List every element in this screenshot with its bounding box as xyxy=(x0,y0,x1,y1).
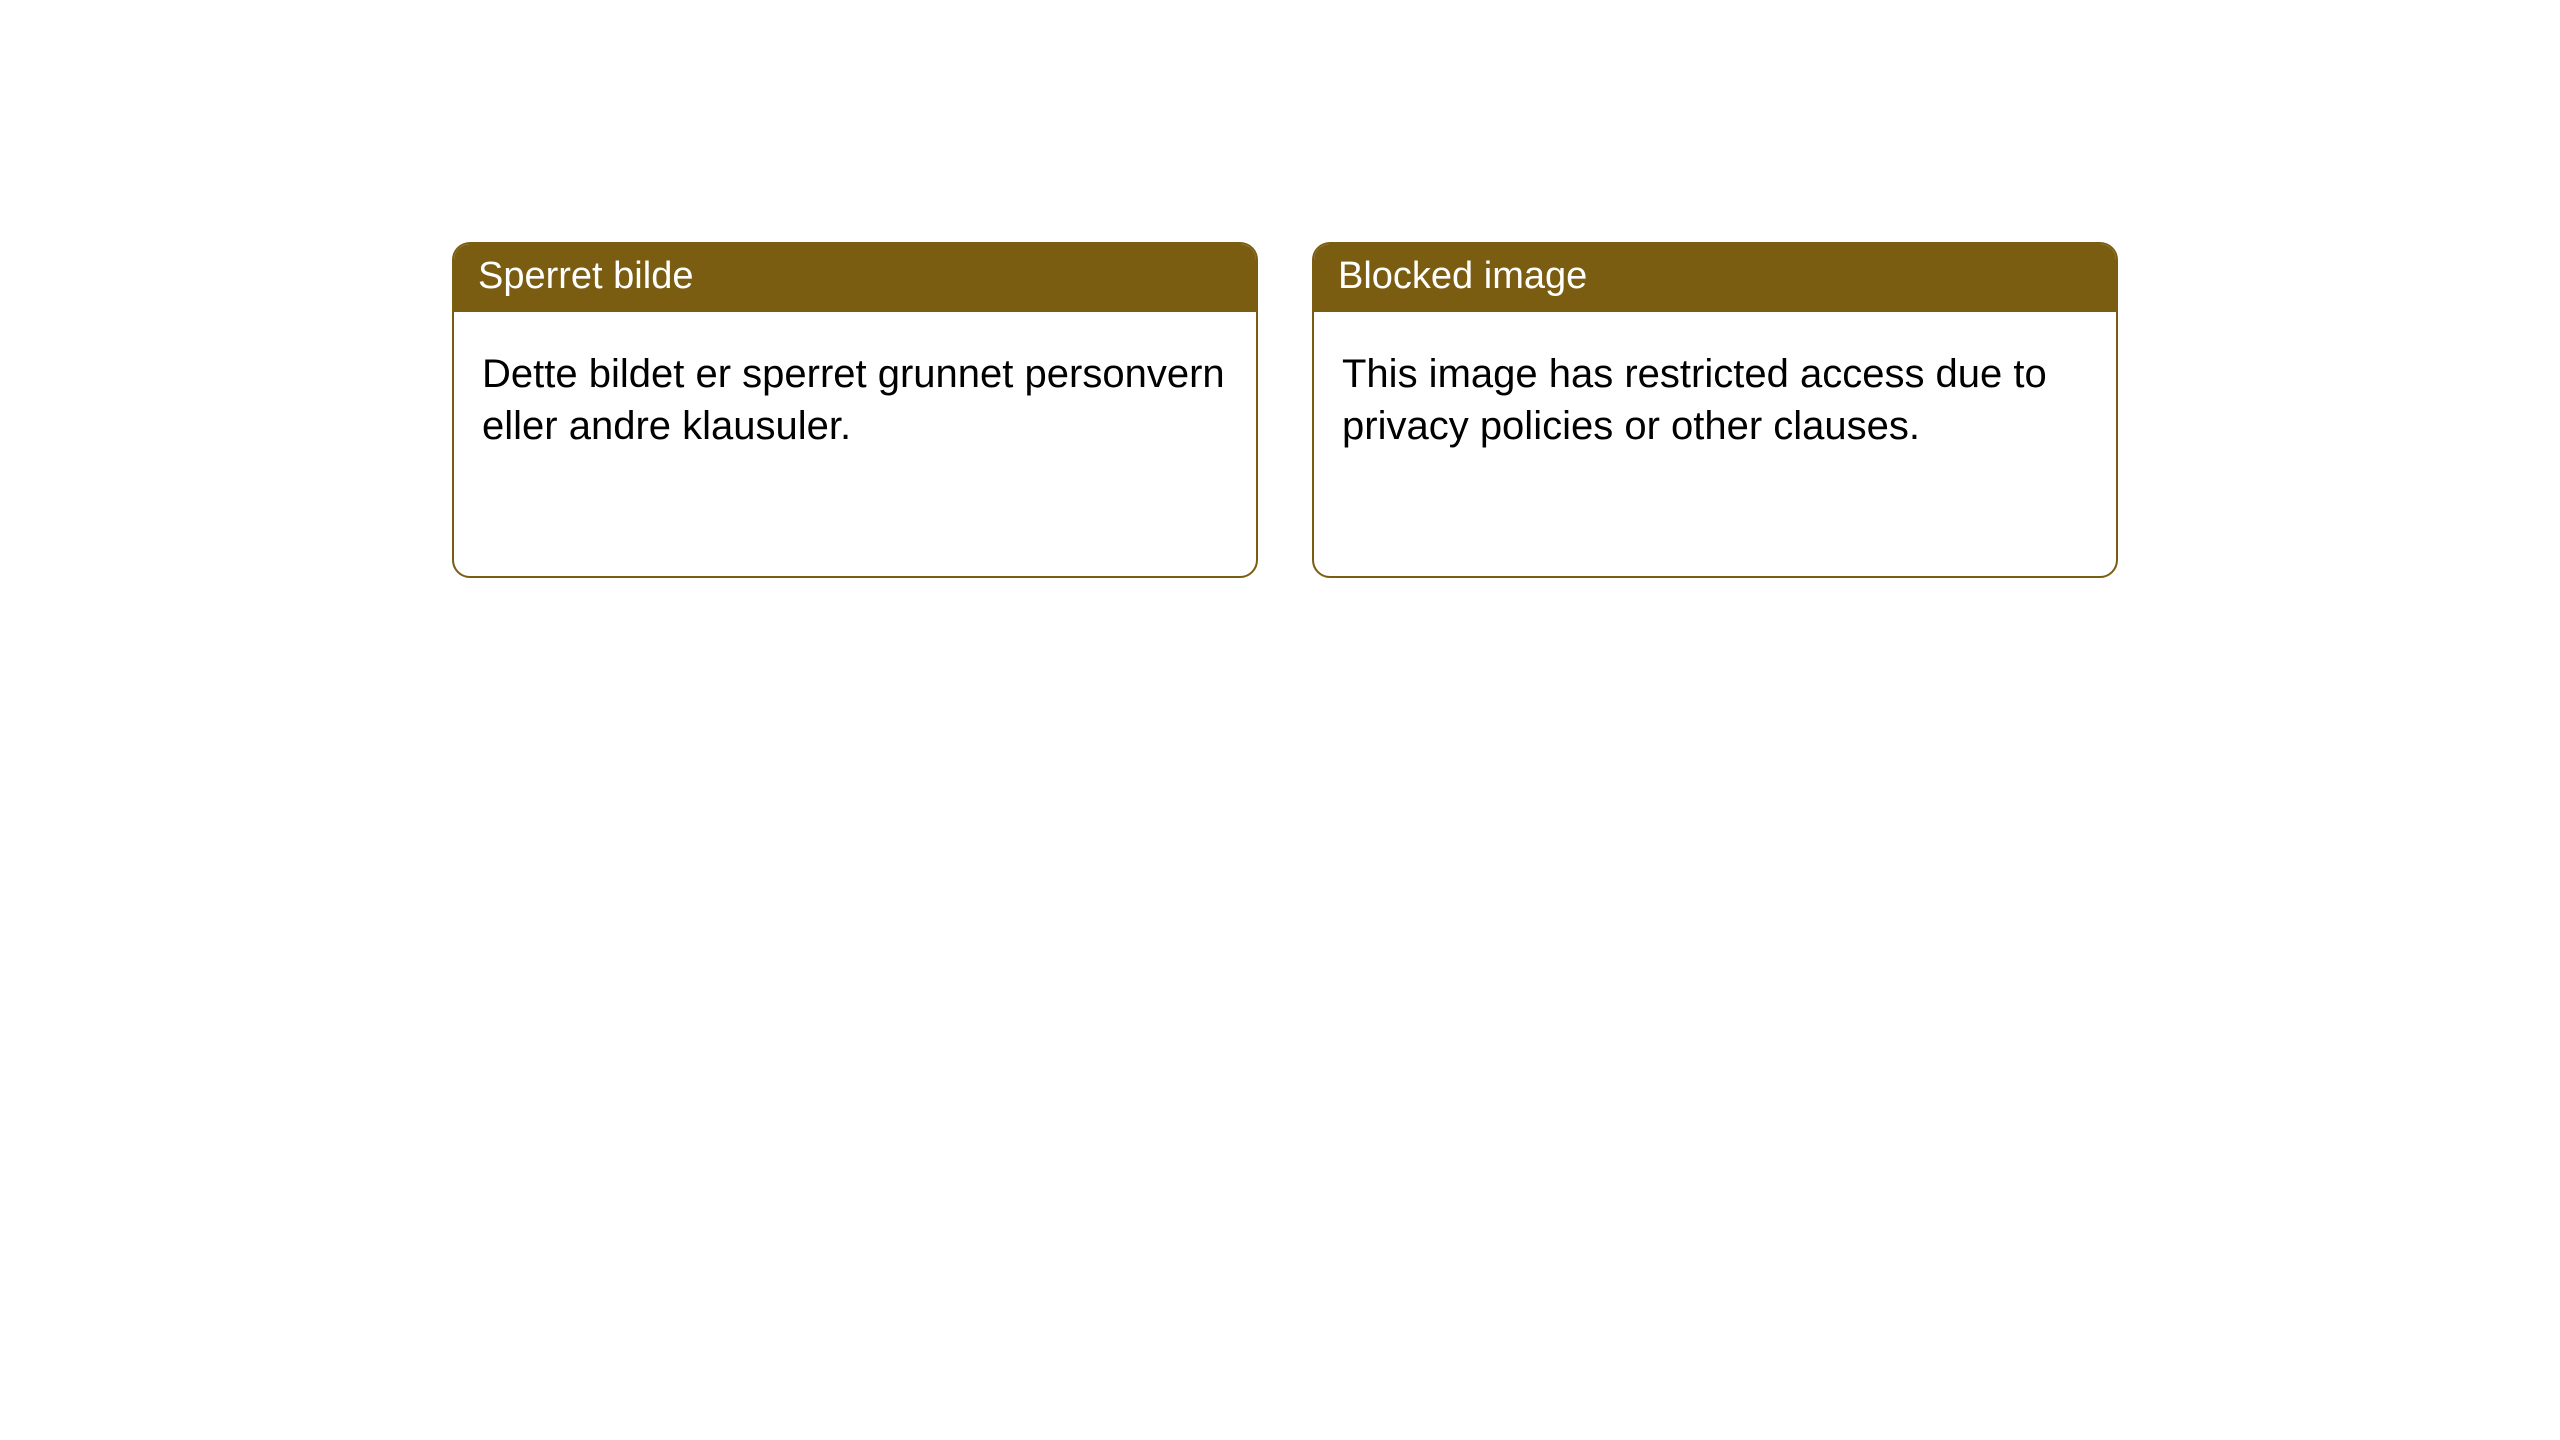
notice-card-english: Blocked image This image has restricted … xyxy=(1312,242,2118,578)
card-title: Sperret bilde xyxy=(478,255,693,297)
card-body: This image has restricted access due to … xyxy=(1314,312,2116,576)
notice-card-norwegian: Sperret bilde Dette bildet er sperret gr… xyxy=(452,242,1258,578)
card-text: This image has restricted access due to … xyxy=(1342,348,2088,454)
card-title: Blocked image xyxy=(1338,255,1587,297)
card-text: Dette bildet er sperret grunnet personve… xyxy=(482,348,1228,454)
notice-cards-container: Sperret bilde Dette bildet er sperret gr… xyxy=(0,0,2560,578)
card-header: Sperret bilde xyxy=(454,244,1256,312)
card-body: Dette bildet er sperret grunnet personve… xyxy=(454,312,1256,576)
card-header: Blocked image xyxy=(1314,244,2116,312)
